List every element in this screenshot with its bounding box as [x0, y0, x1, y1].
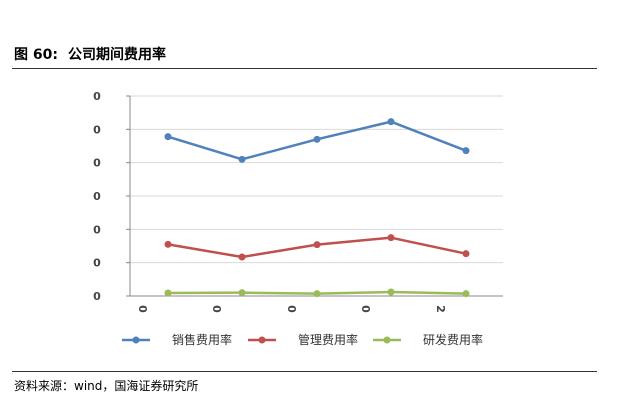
data-point — [164, 289, 172, 297]
x-tick-labels: 0 0 0 0 2 — [136, 305, 447, 313]
data-point — [387, 234, 395, 242]
data-point — [238, 155, 246, 163]
y-tick-label: 0 — [93, 190, 101, 203]
figure-title: 图 60: 公司期间费用率 — [14, 44, 166, 64]
data-point — [238, 289, 246, 297]
data-point — [387, 118, 395, 126]
legend-label: 销售费用率 — [172, 332, 232, 347]
legend-label: 管理费用率 — [298, 332, 358, 347]
y-tick-label: 0 — [93, 257, 101, 270]
data-point — [164, 133, 172, 141]
gridlines — [130, 95, 503, 264]
y-tick-label: 0 — [93, 290, 101, 303]
data-point — [238, 253, 246, 261]
y-tick-label: 0 — [93, 90, 101, 103]
legend-marker — [132, 336, 140, 344]
legend-item: 销售费用率 — [122, 332, 232, 347]
x-tick-label: 0 — [136, 305, 149, 313]
data-point — [462, 290, 470, 298]
y-tick-labels: 0 0 0 0 0 0 0 — [93, 90, 101, 303]
data-point — [313, 290, 321, 298]
series-2 — [164, 234, 470, 261]
series-3 — [164, 288, 470, 298]
legend: 销售费用率 管理费用率 研发费用率 — [122, 332, 483, 347]
bottom-rule — [12, 371, 597, 372]
top-rule — [12, 68, 597, 69]
x-tick-label: 0 — [359, 305, 372, 313]
data-point — [313, 241, 321, 249]
figure-number: 图 60: — [14, 47, 58, 63]
data-point — [387, 288, 395, 296]
data-point — [462, 250, 470, 258]
legend-marker — [258, 336, 266, 344]
data-point — [164, 240, 172, 248]
y-tick-label: 0 — [93, 157, 101, 170]
source-note: 资料来源：wind，国海证券研究所 — [14, 379, 199, 393]
x-tick-label: 0 — [285, 305, 298, 313]
x-tick-label: 0 — [210, 305, 223, 313]
series-lines — [164, 118, 470, 298]
data-point — [313, 135, 321, 143]
x-tick-label: 2 — [434, 305, 447, 313]
figure-title-text: 公司期间费用率 — [67, 47, 166, 63]
legend-label: 研发费用率 — [423, 332, 483, 347]
legend-item: 研发费用率 — [373, 332, 483, 347]
y-tick-label: 0 — [93, 223, 101, 236]
legend-marker — [383, 336, 391, 344]
y-tick-label: 0 — [93, 123, 101, 136]
legend-item: 管理费用率 — [248, 332, 358, 347]
data-point — [462, 147, 470, 155]
series-1 — [164, 118, 470, 163]
